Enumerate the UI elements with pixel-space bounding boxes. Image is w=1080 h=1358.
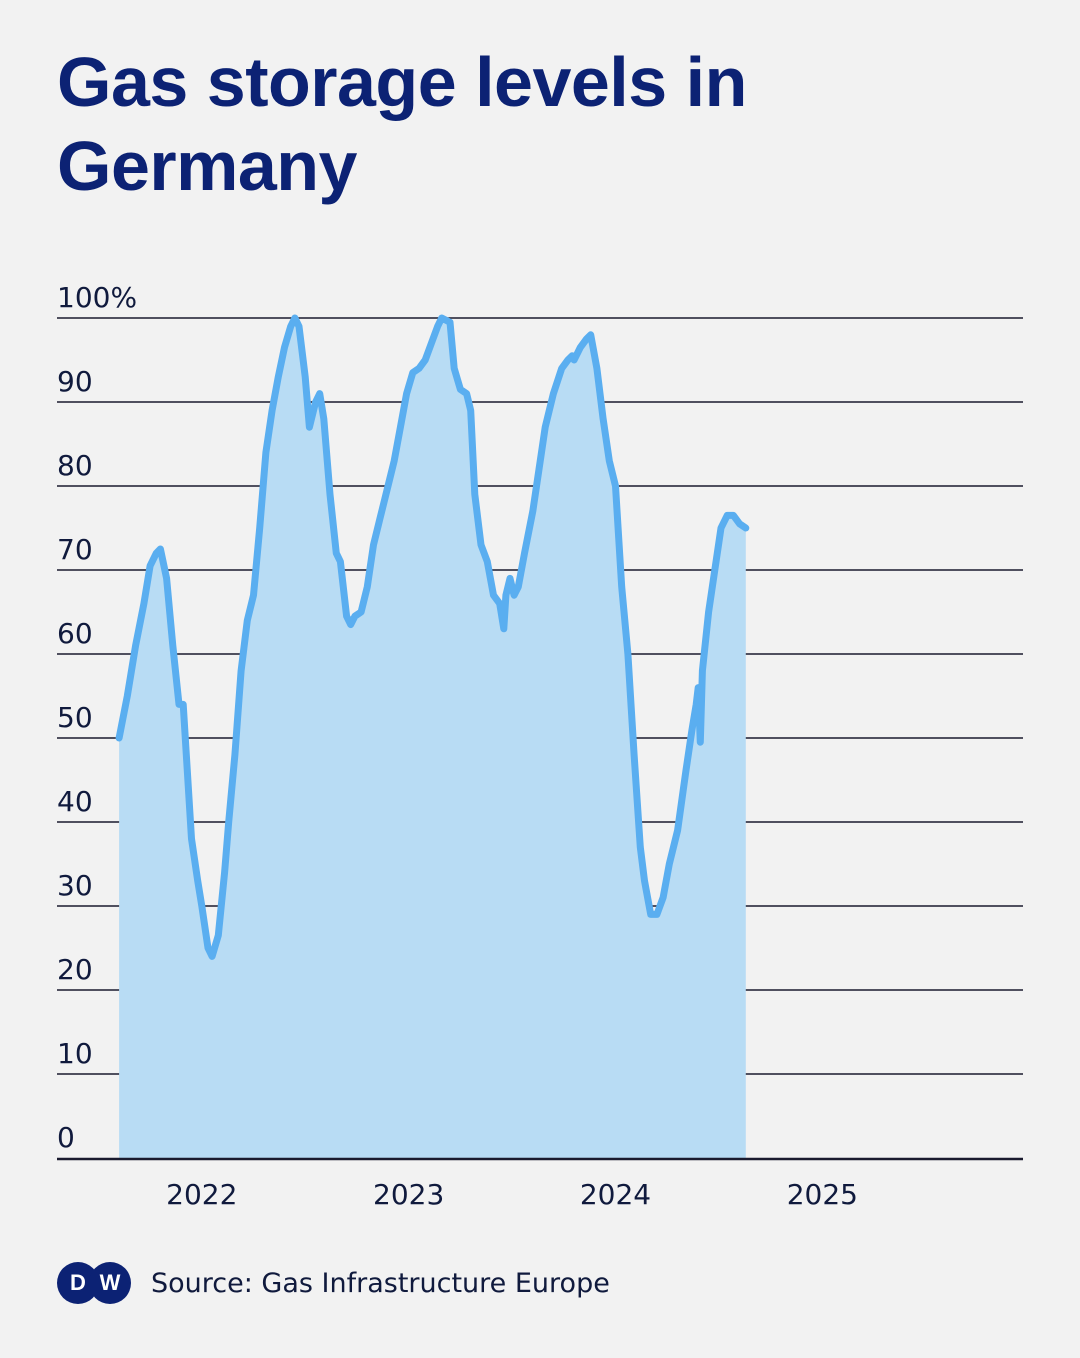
source-note: Source: Gas Infrastructure Europe <box>151 1267 610 1299</box>
x-axis-ticks: 2022 2023 2024 2025 <box>166 1178 858 1211</box>
x-tick-label: 2025 <box>787 1178 858 1211</box>
y-tick-label: 30 <box>57 869 93 902</box>
y-tick-label: 40 <box>57 785 93 818</box>
x-tick-label: 2024 <box>580 1178 651 1211</box>
logo-letter-w: W <box>89 1262 131 1304</box>
y-tick-label: 70 <box>57 533 93 566</box>
footer: D W Source: Gas Infrastructure Europe <box>57 1262 610 1304</box>
area-fill <box>119 318 746 1158</box>
x-tick-label: 2023 <box>373 1178 444 1211</box>
dw-logo: D W <box>57 1262 131 1304</box>
y-axis-ticks: 0 10 20 30 40 50 60 70 80 90 100% <box>57 281 137 1154</box>
y-tick-label: 20 <box>57 953 93 986</box>
series-line <box>115 314 750 960</box>
y-tick-label: 0 <box>57 1121 75 1154</box>
y-tick-label: 50 <box>57 701 93 734</box>
chart-title: Gas storage levels in Germany <box>57 43 747 205</box>
y-tick-label: 60 <box>57 617 93 650</box>
y-tick-label: 80 <box>57 449 93 482</box>
y-tick-label: 10 <box>57 1037 93 1070</box>
x-tick-label: 2022 <box>166 1178 237 1211</box>
y-tick-label: 100% <box>57 281 137 314</box>
y-tick-label: 90 <box>57 365 93 398</box>
